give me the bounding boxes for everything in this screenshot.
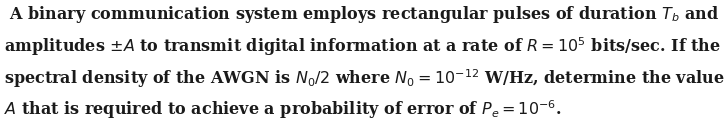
Text: A binary communication system employs rectangular pulses of duration $T_b$ and: A binary communication system employs re… — [4, 4, 719, 25]
Text: spectral density of the AWGN is $N_0/2$ where $N_0 = 10^{-12}$ W/Hz, determine t: spectral density of the AWGN is $N_0/2$ … — [4, 67, 726, 90]
Text: $A$ that is required to achieve a probability of error of $P_e = 10^{-6}$.: $A$ that is required to achieve a probab… — [4, 99, 561, 121]
Text: amplitudes $\pm A$ to transmit digital information at a rate of $R = 10^5$ bits/: amplitudes $\pm A$ to transmit digital i… — [4, 35, 726, 58]
